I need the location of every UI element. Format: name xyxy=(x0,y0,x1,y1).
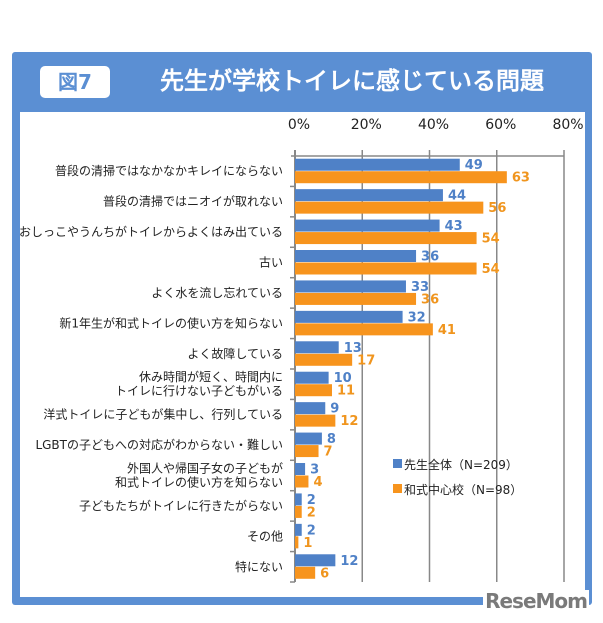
bar xyxy=(295,371,329,384)
x-tick-label: 0% xyxy=(288,117,310,133)
category-label: 和式トイレの使い方を知らない xyxy=(115,475,283,490)
bar xyxy=(295,523,302,536)
category-label: その他 xyxy=(247,529,283,543)
bar xyxy=(295,158,460,171)
data-label: 17 xyxy=(357,353,375,368)
data-label: 63 xyxy=(512,171,530,186)
data-label: 2 xyxy=(307,523,316,538)
category-label: よく故障している xyxy=(187,346,283,361)
bar xyxy=(295,201,484,214)
x-tick-label: 60% xyxy=(485,117,516,133)
category-label: 外国人や帰国子女の子どもが xyxy=(127,461,283,476)
logo: ReseMom xyxy=(483,589,589,613)
category-label: 普段の清掃ではなかなかキレイにならない xyxy=(55,163,283,178)
category-label: よく水を流し忘れている xyxy=(151,285,283,300)
category-label: 休み時間が短く、時間内に xyxy=(139,369,283,384)
bar xyxy=(295,463,306,475)
bar xyxy=(295,505,302,518)
data-label: 3 xyxy=(310,463,319,478)
data-label: 12 xyxy=(340,414,358,429)
bar xyxy=(295,171,507,184)
bar xyxy=(295,493,302,506)
x-tick-label: 40% xyxy=(418,117,449,133)
category-label: 子どもたちがトイレに行きたがらない xyxy=(79,498,283,513)
data-label: 32 xyxy=(408,310,426,325)
bar xyxy=(295,353,353,366)
x-tick-label: 20% xyxy=(351,117,382,133)
bar xyxy=(295,280,406,293)
data-label: 54 xyxy=(482,232,500,247)
bar xyxy=(295,250,417,262)
x-tick-label: 80% xyxy=(552,117,583,133)
category-label: 普段の清掃ではニオイが取れない xyxy=(103,194,283,209)
category-label: おしっこやうんちがトイレからよくはみ出ている xyxy=(19,224,283,239)
bar xyxy=(295,566,316,579)
data-label: 41 xyxy=(438,323,456,338)
data-label: 12 xyxy=(340,554,358,569)
legend-entry: 先生全体（N=209） xyxy=(404,457,518,472)
data-label: 36 xyxy=(421,250,439,265)
legend-entry: 和式中心校（N=98） xyxy=(404,482,522,497)
bar xyxy=(295,292,417,305)
data-label: 36 xyxy=(421,292,439,307)
data-label: 49 xyxy=(465,158,483,173)
data-label: 8 xyxy=(327,432,336,447)
data-label: 1 xyxy=(303,536,312,551)
data-label: 56 xyxy=(488,201,506,216)
data-label: 7 xyxy=(324,445,333,460)
category-label: 古い xyxy=(259,255,283,270)
bar xyxy=(295,384,332,397)
category-label: トイレに行けない子どもがいる xyxy=(115,383,283,398)
data-label: 44 xyxy=(448,189,466,204)
category-label: LGBTの子どもへの対応がわからない・難しい xyxy=(35,437,283,452)
bar xyxy=(295,219,440,232)
data-label: 9 xyxy=(330,402,339,417)
bar xyxy=(295,414,336,427)
data-label: 11 xyxy=(337,384,355,399)
data-label: 4 xyxy=(313,475,322,490)
bar xyxy=(295,262,477,275)
bar xyxy=(295,402,326,415)
category-label: 新1年生が和式トイレの使い方を知らない xyxy=(59,315,283,330)
bar xyxy=(295,323,433,336)
bar xyxy=(295,189,443,202)
bar xyxy=(295,475,309,488)
data-label: 33 xyxy=(411,280,429,295)
data-label: 54 xyxy=(482,262,500,277)
bar xyxy=(295,341,339,354)
chart-title: 先生が学校トイレに感じている問題 xyxy=(160,67,544,95)
data-label: 13 xyxy=(344,341,362,356)
figure-label: 図7 xyxy=(40,66,110,98)
data-label: 2 xyxy=(307,505,316,520)
bar xyxy=(295,432,322,445)
bar xyxy=(295,232,477,245)
bar xyxy=(295,445,319,458)
data-label: 6 xyxy=(320,566,329,581)
bar xyxy=(295,310,403,323)
data-label: 10 xyxy=(334,371,352,386)
category-label: 特にない xyxy=(235,559,283,574)
legend-swatch xyxy=(393,484,402,493)
data-label: 43 xyxy=(445,219,463,234)
legend-swatch xyxy=(393,459,402,468)
data-label: 2 xyxy=(307,493,316,508)
bar xyxy=(295,554,336,567)
bar xyxy=(295,536,299,549)
category-label: 洋式トイレに子どもが集中し、行列している xyxy=(43,407,283,422)
